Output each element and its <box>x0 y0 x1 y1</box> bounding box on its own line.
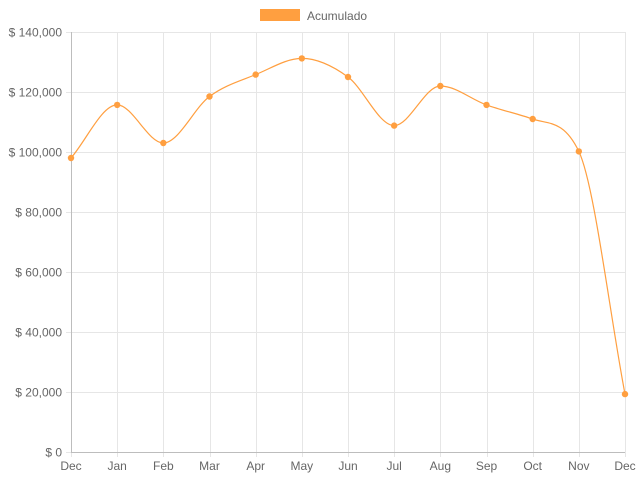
data-point[interactable] <box>529 115 536 123</box>
y-tick-label: $ 0 <box>45 446 62 460</box>
x-tick-label: Dec <box>614 459 635 473</box>
y-tick-label: $ 80,000 <box>15 206 62 220</box>
legend[interactable]: Acumulado <box>260 9 367 23</box>
legend-swatch[interactable] <box>260 9 300 21</box>
y-tick-label: $ 20,000 <box>15 386 62 400</box>
x-tick-label: Jan <box>107 459 126 473</box>
data-point[interactable] <box>298 55 306 62</box>
x-tick-label: Jun <box>338 459 357 473</box>
y-axis-tick-labels: $ 0 $ 20,000 $ 40,000 $ 60,000 $ 80,000 $ 100… <box>9 26 63 460</box>
data-point[interactable] <box>575 148 583 155</box>
y-tick-label: $ 60,000 <box>15 266 62 280</box>
x-tick-label: Apr <box>246 459 265 473</box>
x-tick-label: Sep <box>476 459 498 473</box>
grid <box>66 32 626 457</box>
data-point[interactable] <box>483 101 490 109</box>
data-point[interactable] <box>390 122 398 129</box>
data-point[interactable] <box>344 73 352 81</box>
data-point[interactable] <box>437 82 444 90</box>
data-point[interactable] <box>621 390 629 398</box>
x-tick-label: Feb <box>153 459 174 473</box>
y-tick-label: $ 40,000 <box>15 326 62 340</box>
data-points <box>67 55 629 398</box>
y-tick-label: $ 100,000 <box>9 146 63 160</box>
x-tick-label: May <box>290 459 313 473</box>
y-tick-label: $ 140,000 <box>9 26 63 40</box>
x-tick-label: Nov <box>568 459 589 473</box>
x-tick-label: Aug <box>430 459 451 473</box>
data-point[interactable] <box>67 154 75 162</box>
x-tick-label: Oct <box>523 459 542 473</box>
data-point[interactable] <box>113 101 121 109</box>
x-tick-label: Mar <box>199 459 220 473</box>
data-point[interactable] <box>160 139 167 147</box>
legend-label-acumulado[interactable]: Acumulado <box>307 9 367 23</box>
axes <box>71 32 625 453</box>
x-tick-label: Jul <box>386 459 401 473</box>
x-tick-label: Dec <box>60 459 81 473</box>
data-point[interactable] <box>206 93 213 100</box>
data-point[interactable] <box>252 71 259 78</box>
x-axis-tick-labels: Dec Jan Feb Mar Apr May Jun Jul Aug Sep Oct Nov Dec <box>60 459 635 473</box>
y-tick-label: $ 120,000 <box>9 86 63 100</box>
